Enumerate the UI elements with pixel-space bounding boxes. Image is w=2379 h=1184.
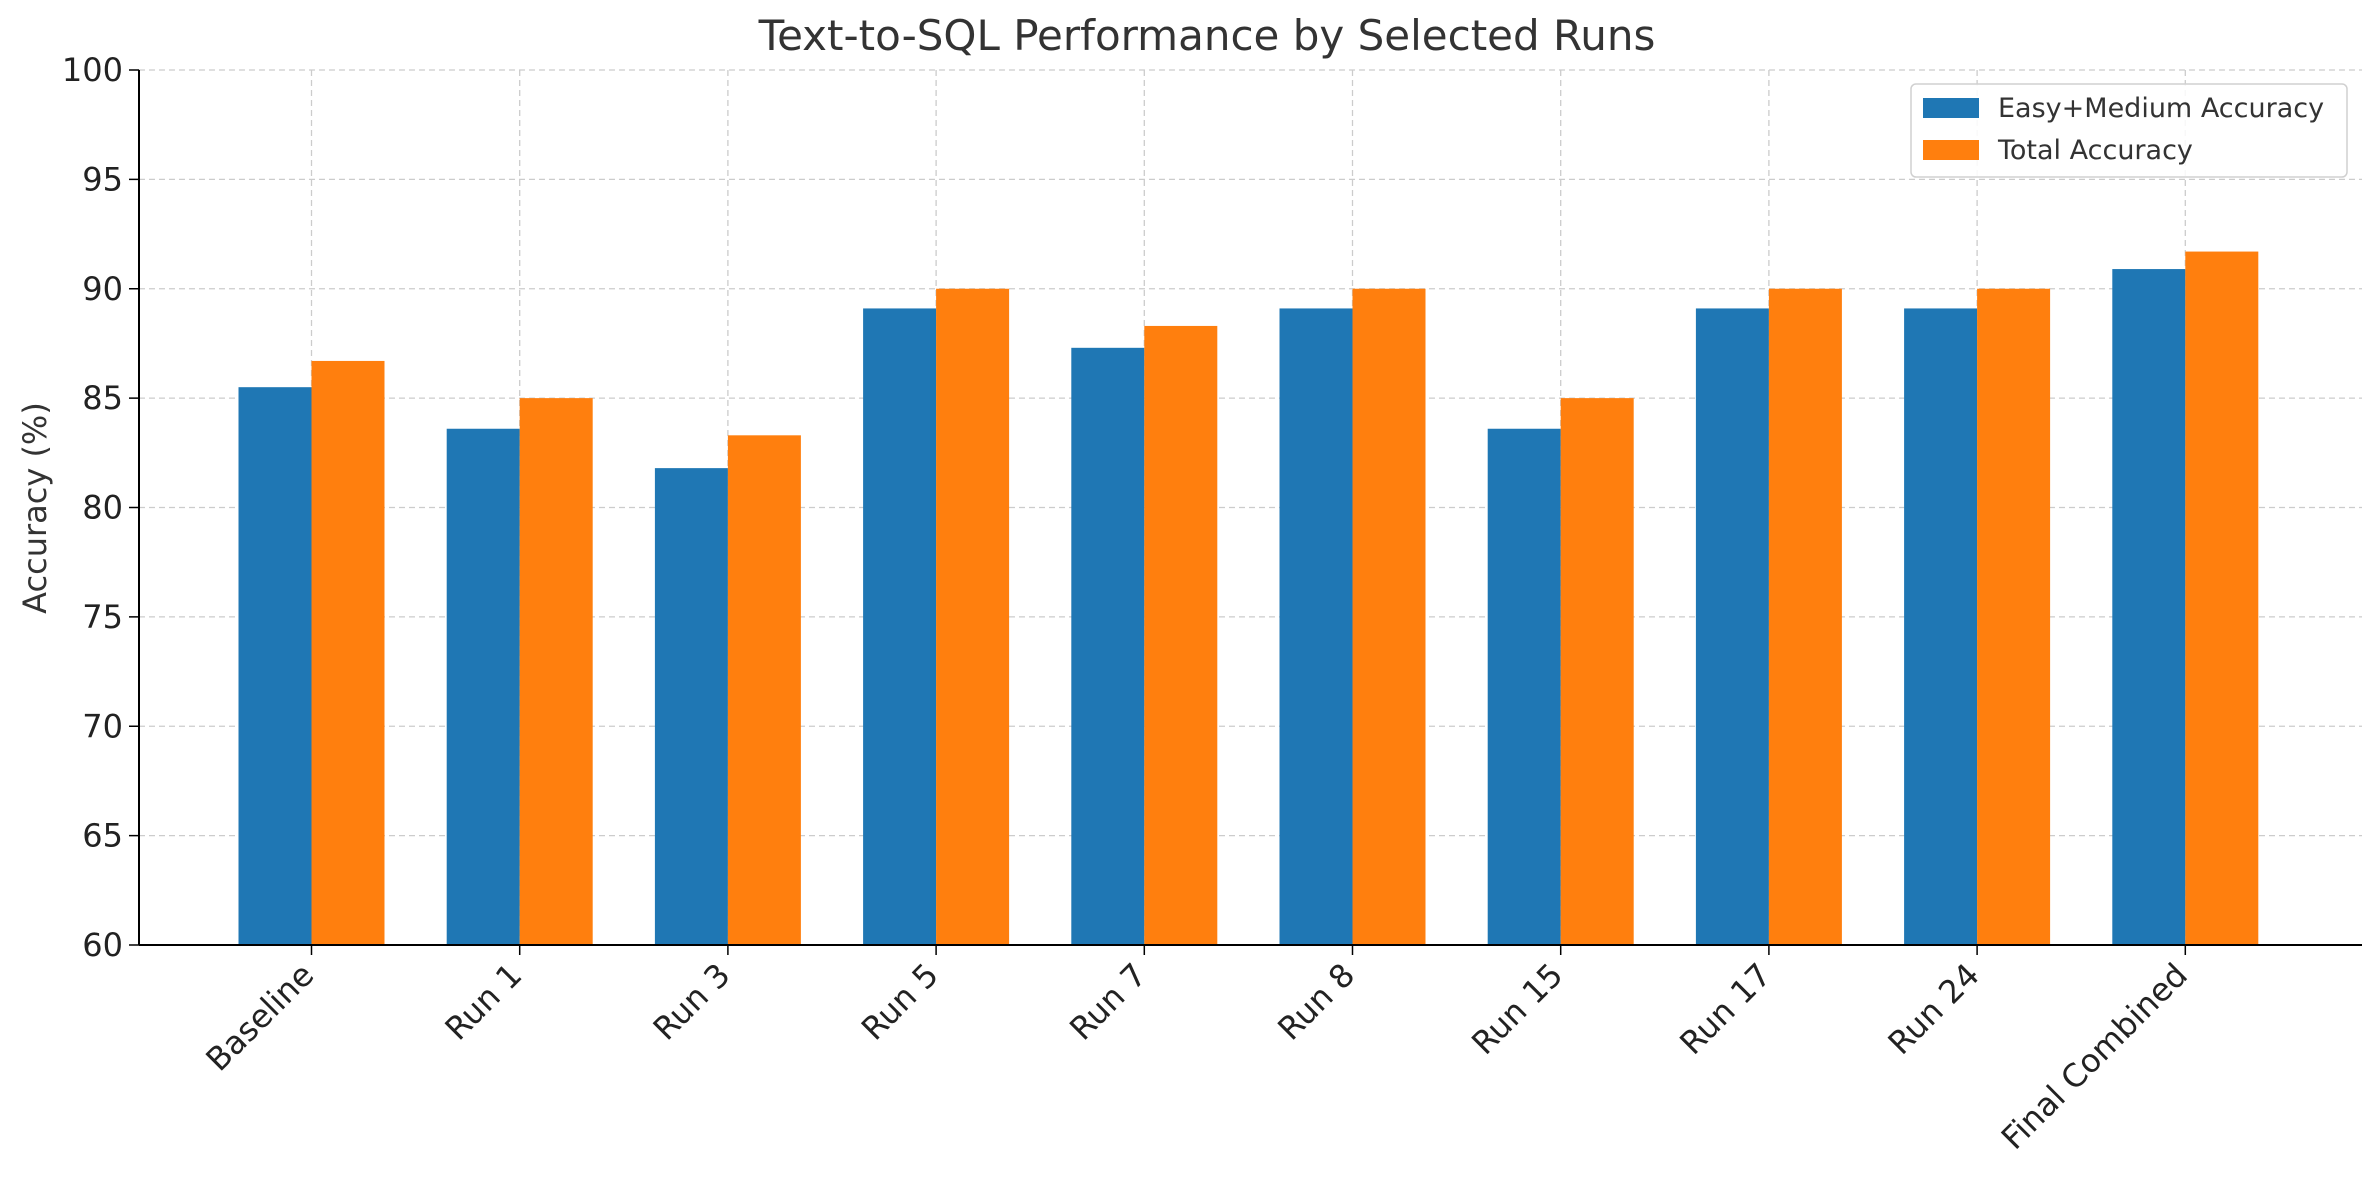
bar-total [519, 398, 593, 945]
bar-total [1768, 288, 1842, 945]
x-tick-label: Run 1 [438, 956, 530, 1048]
bar-total [936, 288, 1010, 945]
legend-label: Easy+Medium Accuracy [1998, 93, 2324, 124]
y-tick-labels: 60 65 70 75 80 85 90 95 100 [62, 51, 123, 964]
legend-swatch [1923, 140, 1979, 160]
y-tick-label: 65 [82, 817, 123, 855]
bar-total [311, 360, 385, 945]
bars [238, 251, 2259, 945]
y-tick-label: 60 [82, 926, 123, 964]
x-tick-label: Run 24 [1881, 956, 1987, 1062]
x-tick-label: Final Combined [1994, 956, 2195, 1157]
bar-easy-medium [238, 387, 312, 945]
bar-easy-medium [1279, 308, 1353, 945]
bar-total [1352, 288, 1426, 945]
legend-box [1910, 83, 2348, 178]
bar-easy-medium [654, 468, 728, 945]
x-tick-labels: Baseline Run 1 Run 3 Run 5 Run 7 Run 8 Run 15 R… [198, 956, 2195, 1157]
bar-easy-medium [1904, 308, 1978, 945]
legend: Easy+Medium Accuracy Total Accuracy [1910, 83, 2348, 178]
axes [129, 69, 2362, 955]
bar-easy-medium [446, 428, 520, 945]
x-tick-label: Run 3 [646, 956, 738, 1048]
x-tick-label: Run 8 [1270, 956, 1362, 1048]
bar-easy-medium [1071, 347, 1145, 945]
bar-easy-medium [2112, 269, 2186, 945]
legend-label: Total Accuracy [1997, 135, 2193, 166]
bar-total [2185, 251, 2259, 945]
y-tick-label: 75 [82, 598, 123, 636]
bar-total [1144, 325, 1218, 945]
legend-swatch [1923, 98, 1979, 118]
x-tick-label: Run 17 [1672, 956, 1778, 1062]
y-tick-label: 90 [82, 270, 123, 308]
bar-easy-medium [1487, 428, 1561, 945]
y-tick-label: 85 [82, 379, 123, 417]
bar-total [1977, 288, 2051, 945]
chart-title: Text-to-SQL Performance by Selected Runs [758, 11, 1656, 60]
y-tick-label: 80 [82, 489, 123, 527]
x-tick-label: Run 7 [1062, 956, 1154, 1048]
y-tick-label: 100 [62, 51, 123, 89]
bar-easy-medium [863, 308, 937, 945]
x-tick-label: Run 15 [1464, 956, 1570, 1062]
x-tick-label: Run 5 [854, 956, 946, 1048]
y-axis-label: Accuracy (%) [16, 402, 54, 614]
bar-total [727, 435, 801, 945]
bar-easy-medium [1695, 308, 1769, 945]
y-tick-label: 70 [82, 707, 123, 745]
x-tick-label: Baseline [198, 956, 321, 1079]
bar-total [1560, 398, 1634, 945]
y-tick-label: 95 [82, 160, 123, 198]
